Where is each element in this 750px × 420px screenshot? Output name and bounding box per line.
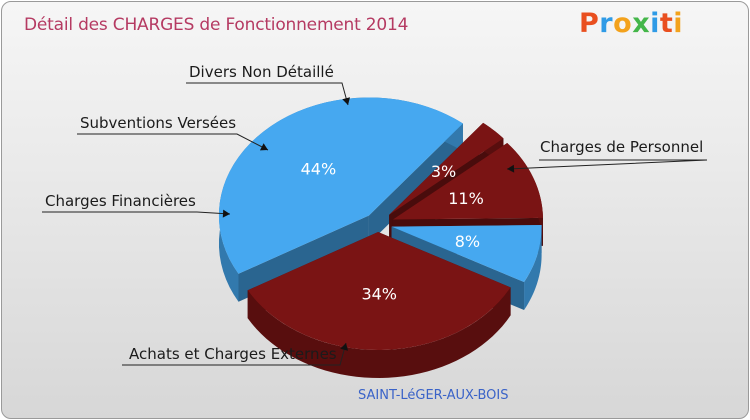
logo-letter: i — [673, 8, 684, 39]
slice-label: Charges de Personnel — [540, 138, 703, 156]
slice-label: Achats et Charges Externes — [129, 345, 337, 363]
pie-tops — [218, 97, 543, 350]
slice-side — [524, 224, 542, 311]
leader-line — [506, 159, 708, 170]
chart-title: Détail des CHARGES de Fonctionnement 201… — [24, 15, 409, 35]
slice-percent: 3% — [431, 162, 456, 181]
slice-percent: 8% — [455, 232, 480, 251]
leader-arrow — [259, 143, 268, 151]
leader-arrow — [222, 209, 230, 218]
pie-slice — [218, 97, 463, 274]
slice-label: Subventions Versées — [80, 114, 236, 132]
slice-percent: 11% — [448, 189, 484, 208]
slice-side — [247, 287, 511, 378]
leader-arrow — [507, 164, 515, 173]
pie-slice — [392, 143, 543, 220]
pie-slice — [389, 122, 504, 215]
slice-percent: 44% — [301, 160, 337, 179]
logo-letter: x — [632, 8, 651, 39]
logo-letter: P — [579, 8, 600, 39]
slice-label: Charges Financières — [45, 192, 196, 210]
leader-arrow — [340, 343, 349, 351]
leader-line — [122, 342, 347, 366]
leader-line — [42, 211, 231, 215]
logo-letter: r — [599, 8, 614, 39]
pie-slice — [391, 224, 542, 283]
proxiti-logo[interactable]: Proxiti — [579, 8, 683, 39]
leader-line — [186, 82, 349, 106]
leader-line — [77, 133, 269, 151]
slice-percent: 34% — [361, 284, 397, 303]
pie-slice — [247, 231, 511, 350]
leader-arrow — [342, 97, 351, 105]
logo-letter: o — [613, 8, 633, 39]
commune-caption[interactable]: SAINT-LéGER-AUX-BOIS — [358, 388, 509, 403]
slice-label: Divers Non Détaillé — [189, 63, 334, 81]
logo-letter: i — [650, 8, 660, 39]
logo-letter: t — [659, 8, 674, 39]
